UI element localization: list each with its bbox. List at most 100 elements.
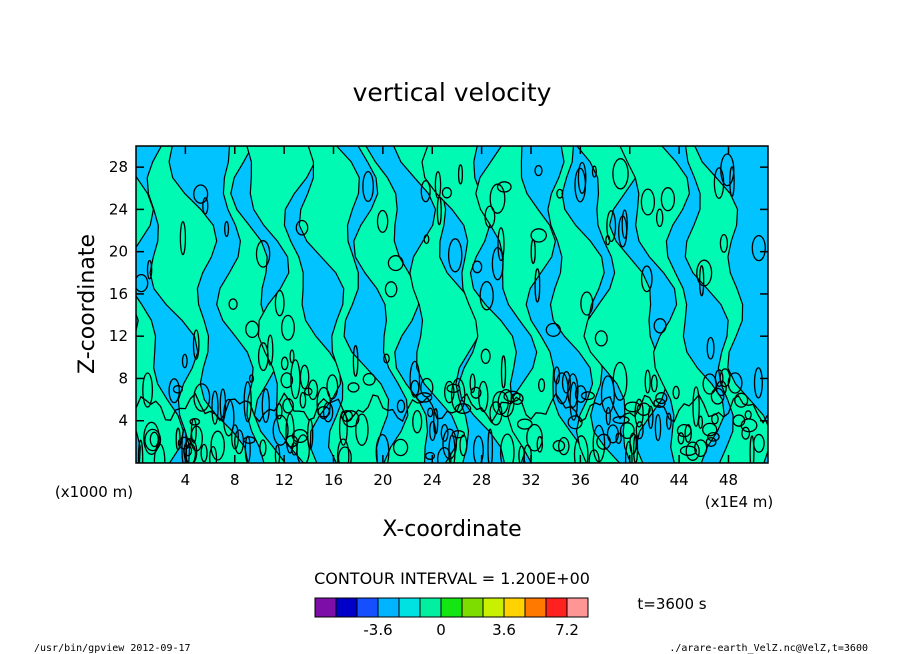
velocity-plume <box>136 175 185 463</box>
contour-cell <box>634 398 644 428</box>
contour-cell <box>299 391 307 409</box>
velocity-plume <box>393 146 483 463</box>
contour-cell <box>619 422 635 440</box>
contour-cell <box>640 265 653 293</box>
contour-cell <box>168 378 180 404</box>
contour-cell <box>193 184 209 204</box>
footer-right: ./arare-earth_VelZ.nc@VelZ,t=3600 <box>669 643 868 654</box>
contour-cell <box>355 413 369 446</box>
contour-cell <box>447 238 463 273</box>
contour-cell <box>248 374 255 383</box>
contour-cell <box>753 367 763 399</box>
contour-cell <box>536 436 544 453</box>
contour-cell <box>558 436 570 456</box>
colorbar-swatch <box>314 597 337 618</box>
contour-cell <box>470 386 482 399</box>
contour-cell <box>175 427 181 451</box>
contour-cell <box>534 268 541 303</box>
colorbar-swatch <box>335 597 358 618</box>
contour-cell <box>409 360 421 398</box>
contour-cell <box>606 210 617 243</box>
contour-cell <box>672 385 680 400</box>
contour-cell <box>255 240 271 268</box>
x-tick-label: 20 <box>373 471 392 489</box>
contour-cell <box>744 410 752 420</box>
contour-cell <box>500 355 507 389</box>
velocity-plume <box>619 146 725 463</box>
contour-cell <box>424 451 436 460</box>
contour-cell <box>503 390 521 403</box>
contour-cell <box>605 406 611 426</box>
contour-cell <box>660 187 676 212</box>
y-tick-label: 12 <box>109 327 128 345</box>
colorbar-label: -3.6 <box>363 621 392 639</box>
contour-cell <box>719 233 729 253</box>
contour-cell <box>679 445 697 456</box>
contour-cell <box>172 385 184 394</box>
contour-cell <box>179 220 187 256</box>
contour-cell <box>352 344 359 377</box>
contour-cell <box>280 372 294 389</box>
contour-cell <box>290 359 301 400</box>
contour-lines <box>136 153 768 463</box>
contour-cell <box>384 281 398 298</box>
contour-cell <box>459 434 468 457</box>
contour-cell <box>530 238 536 265</box>
contour-cell <box>734 392 749 408</box>
velocity-plume <box>353 146 429 463</box>
contour-cell <box>423 234 430 245</box>
contour-cell <box>489 401 503 426</box>
velocity-plume <box>475 146 588 463</box>
y-tick-label: 16 <box>109 285 128 303</box>
contour-cell <box>677 432 685 445</box>
contour-cell <box>342 410 360 428</box>
contour-cell <box>654 413 662 442</box>
contour-cell <box>281 314 295 341</box>
contour-cell <box>567 415 583 430</box>
contour-cell <box>261 388 270 424</box>
contour-cell <box>383 353 390 364</box>
contour-cell <box>448 434 456 463</box>
y-axis-ticks: 4 8 12 16 20 24 28 <box>109 158 768 430</box>
colorbar-label: 0 <box>436 621 446 639</box>
contour-cell <box>190 425 203 452</box>
x-tick-label: 4 <box>181 471 191 489</box>
contour-cell <box>291 428 309 444</box>
contour-cell <box>437 446 452 463</box>
contour-cell <box>606 424 619 444</box>
contour-cell <box>210 430 225 461</box>
contour-cell <box>472 260 483 274</box>
contour-cell <box>600 375 615 414</box>
contour-cell <box>655 208 664 228</box>
y-tick-label: 24 <box>109 200 128 218</box>
contour-cell <box>574 385 587 403</box>
contour-cell <box>193 383 211 412</box>
contour-cell <box>272 414 289 446</box>
contour-cell <box>376 209 389 233</box>
contour-cell <box>454 403 472 414</box>
contour-cell <box>451 430 466 439</box>
contour-cell <box>274 289 285 317</box>
contour-cell <box>245 320 260 339</box>
contour-cell <box>516 418 533 430</box>
contour-cell <box>209 445 218 463</box>
contour-cell <box>491 246 504 281</box>
x-tick-label: 32 <box>521 471 540 489</box>
contour-cell <box>146 259 153 280</box>
contour-cell <box>472 435 484 463</box>
colorbar-swatch <box>461 597 484 618</box>
contour-cell <box>200 443 208 463</box>
contour-cell <box>224 221 230 237</box>
contour-cell <box>702 422 718 437</box>
x-tick-label: 24 <box>423 471 442 489</box>
contour-cell <box>692 386 700 427</box>
x-axis-ticks: 4 8 12 16 20 24 28 32 36 40 44 48 <box>181 146 738 489</box>
contour-cell <box>707 431 720 442</box>
y-axis-label: Z-coordinate <box>75 234 100 374</box>
contour-cell <box>650 374 658 393</box>
colorbar-swatch <box>482 597 505 618</box>
colorbar-swatch <box>377 597 400 618</box>
y-axis-unit-label: (x1000 m) <box>55 483 133 501</box>
colorbar-swatch <box>503 597 526 618</box>
